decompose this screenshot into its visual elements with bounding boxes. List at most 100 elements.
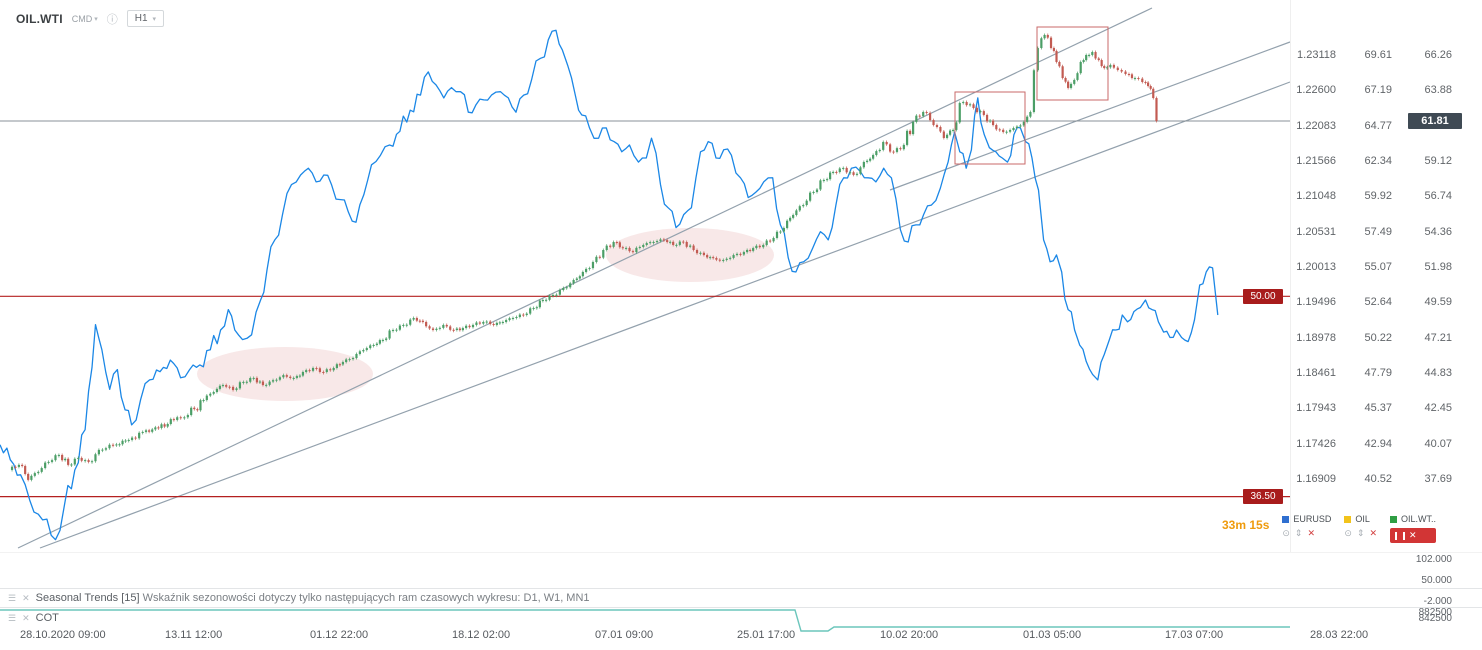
y-axis-oil-tick[interactable]: 69.61 — [1364, 49, 1392, 61]
symbol-label: OIL.WTI — [16, 11, 63, 26]
y-axis-oilwti-tick[interactable]: 40.07 — [1424, 437, 1452, 450]
x-axis-tick: 18.12 02:00 — [452, 629, 511, 641]
timeframe-label: H1 — [134, 13, 148, 24]
y-axis-eurusd-tick[interactable]: 1.21048 — [1296, 190, 1336, 203]
indicator-row-seasonal-trends: ☰ ✕ Seasonal Trends [15] Wskaźnik sezono… — [8, 592, 590, 604]
menu-icon[interactable]: ☰ — [8, 612, 17, 623]
y-axis-oil-tick[interactable]: 55.07 — [1364, 260, 1392, 273]
remove-icon[interactable]: ✕ — [1307, 528, 1316, 538]
indicator-name: Seasonal Trends [15] — [35, 592, 140, 604]
y-axis-oil-tick[interactable]: 64.77 — [1364, 119, 1392, 132]
y-axis-oilwti-tick[interactable]: 49.59 — [1424, 296, 1452, 309]
y-axis-oil-tick[interactable]: 40.52 — [1364, 472, 1392, 485]
oilwti-color-swatch — [1390, 515, 1398, 523]
close-icon[interactable]: ✕ — [22, 612, 30, 623]
axis-divider — [1290, 0, 1291, 552]
y-axis-oilwti-tick[interactable]: 59.12 — [1424, 154, 1452, 167]
indicator-row-cot: ☰ ✕ COT — [8, 612, 59, 624]
y-axis-eurusd-tick[interactable]: 1.18461 — [1296, 366, 1336, 379]
sub-scale-value: 882500 — [1418, 607, 1452, 618]
visibility-icon[interactable]: ⊙ — [1344, 528, 1352, 538]
x-axis-tick: 17.03 07:00 — [1165, 629, 1224, 641]
y-axis-oil-tick[interactable]: 50.22 — [1364, 331, 1392, 344]
x-axis-tick: 13.11 12:00 — [165, 629, 223, 641]
y-axis-eurusd-tick[interactable]: 1.20531 — [1296, 225, 1336, 238]
y-axis-eurusd-tick[interactable]: 1.20013 — [1296, 260, 1336, 273]
price-badge-50.00[interactable]: 50.00 — [1243, 288, 1283, 304]
y-axis-eurusd-tick[interactable]: 1.16909 — [1296, 472, 1336, 485]
legend-item-eurusd: EURUSD ⊙ ⇕ ✕ — [1282, 514, 1331, 539]
sub-scale-value: 50.000 — [1421, 575, 1452, 586]
y-axis-eurusd-tick[interactable]: 1.22083 — [1296, 119, 1336, 132]
chart-legend: 33m 15s EURUSD ⊙ ⇕ ✕ OIL ⊙ ⇕ ✕ — [1222, 514, 1437, 543]
scale-icon[interactable]: ⇕ — [1294, 528, 1303, 538]
y-axis-eurusd-tick[interactable]: 1.21566 — [1296, 154, 1336, 167]
y-axis-eurusd-tick[interactable]: 1.22600 — [1296, 84, 1336, 97]
indicator-name: COT — [35, 612, 59, 624]
y-axis-oil-tick[interactable]: 45.37 — [1364, 402, 1392, 415]
sub-scale-value: -2.000 — [1423, 596, 1452, 607]
pane-separator[interactable] — [0, 607, 1482, 608]
y-axis-oil-tick[interactable]: 62.34 — [1364, 154, 1392, 167]
legend-label: EURUSD — [1293, 514, 1332, 524]
x-axis-tick: 10.02 20:00 — [880, 629, 939, 641]
eurusd-color-swatch — [1282, 515, 1290, 523]
candles-icon — [1395, 531, 1406, 540]
y-axis-eurusd-tick[interactable]: 1.19496 — [1296, 296, 1336, 309]
y-axis-eurusd-tick[interactable]: 1.23118 — [1297, 49, 1336, 61]
y-axis-oilwti-tick[interactable]: 37.69 — [1424, 472, 1452, 485]
y-axis-oil-tick[interactable]: 52.64 — [1364, 296, 1392, 309]
y-axis-oilwti-tick[interactable]: 51.98 — [1424, 260, 1452, 273]
y-axis-oil-tick[interactable]: 42.94 — [1364, 437, 1392, 450]
x-axis-tick: 28.03 22:00 — [1310, 629, 1369, 641]
pane-separator[interactable] — [0, 588, 1482, 589]
x-axis-tick: 01.03 05:00 — [1023, 629, 1082, 641]
price-badge-36.50[interactable]: 36.50 — [1243, 489, 1283, 505]
x-axis-tick: 25.01 17:00 — [737, 629, 796, 641]
y-axis-oil-tick[interactable]: 47.79 — [1364, 366, 1392, 379]
y-axis-oilwti-tick[interactable]: 63.88 — [1424, 84, 1452, 97]
oilwti-active-badge[interactable]: ✕ — [1390, 528, 1437, 543]
x-axis-tick: 07.01 09:00 — [595, 629, 654, 641]
chevron-down-icon: ▾ — [152, 15, 157, 23]
y-axis-eurusd-tick[interactable]: 1.18978 — [1296, 331, 1336, 344]
sub-scale-value: 842500 — [1418, 613, 1452, 624]
menu-icon[interactable]: ☰ — [8, 592, 17, 603]
legend-label: OIL.WT.. — [1401, 514, 1437, 524]
y-axis-eurusd-tick[interactable]: 1.17426 — [1296, 437, 1336, 450]
legend-item-oilwti: OIL.WT.. ✕ — [1390, 514, 1437, 543]
close-icon[interactable]: ✕ — [22, 592, 30, 603]
instrument-header: OIL.WTI CMD ▾ ⓘ H1 ▾ — [16, 10, 165, 27]
pane-separator[interactable] — [0, 552, 1482, 553]
y-axis-oilwti-tick[interactable]: 56.74 — [1424, 190, 1452, 203]
y-axis-eurusd-tick[interactable]: 1.17943 — [1296, 402, 1336, 415]
y-axis-oilwti-tick[interactable]: 44.83 — [1424, 366, 1452, 379]
close-icon: ✕ — [1409, 530, 1417, 540]
y-axis-oil-tick[interactable]: 67.19 — [1364, 84, 1392, 97]
remove-icon[interactable]: ✕ — [1369, 528, 1378, 538]
price-badge-61.81: 61.81 — [1408, 113, 1462, 130]
market-selector[interactable]: CMD ▾ — [72, 14, 98, 24]
market-label: CMD — [71, 13, 93, 24]
candle-timer: 33m 15s — [1222, 518, 1270, 532]
y-axis-oilwti-tick[interactable]: 54.36 — [1424, 225, 1452, 238]
x-axis-tick: 01.12 22:00 — [310, 629, 369, 641]
legend-item-oil: OIL ⊙ ⇕ ✕ — [1344, 514, 1377, 539]
scale-icon[interactable]: ⇕ — [1356, 528, 1365, 538]
y-axis-oilwti-tick[interactable]: 66.26 — [1424, 49, 1452, 61]
chevron-down-icon: ▾ — [94, 15, 98, 23]
visibility-icon[interactable]: ⊙ — [1282, 528, 1290, 538]
x-axis-tick: 28.10.2020 09:00 — [20, 629, 106, 641]
timeframe-dropdown[interactable]: H1 ▾ — [126, 10, 165, 27]
oil-color-swatch — [1344, 515, 1352, 523]
indicator-description: Wskaźnik sezonowości dotyczy tylko nastę… — [142, 592, 590, 604]
y-axis-oil-tick[interactable]: 57.49 — [1364, 225, 1392, 238]
y-axis-oilwti-tick[interactable]: 42.45 — [1424, 402, 1452, 415]
info-icon[interactable]: ⓘ — [106, 13, 118, 26]
y-axis-oil-tick[interactable]: 59.92 — [1364, 190, 1392, 203]
legend-label: OIL — [1355, 514, 1370, 524]
sub-scale-value: 102.000 — [1415, 554, 1452, 565]
y-axis-oilwti-tick[interactable]: 47.21 — [1424, 331, 1452, 344]
